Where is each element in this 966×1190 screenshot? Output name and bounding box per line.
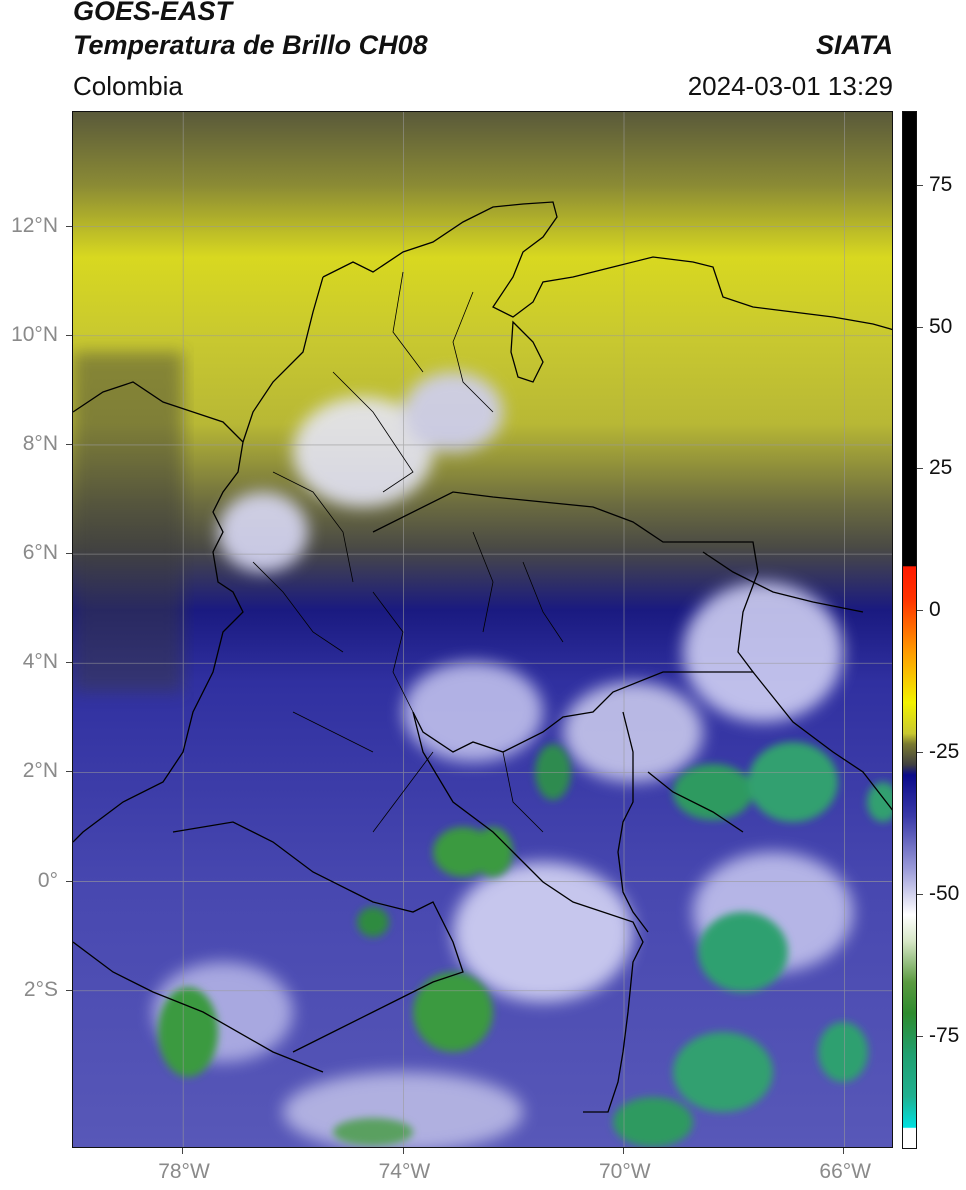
satellite-title: GOES-EAST — [73, 0, 233, 26]
gridlines — [73, 112, 892, 1147]
lon-tick-label: 70°W — [599, 1160, 651, 1183]
map-canvas — [73, 112, 892, 1147]
lat-tick-mark — [66, 553, 72, 555]
colorbar-tick-label: -75 — [929, 1023, 960, 1047]
colorbar-tick-mark — [917, 893, 923, 895]
colorbar-tick-mark — [917, 326, 923, 328]
lat-tick-mark — [66, 443, 72, 445]
lat-tick-label: 4°N — [22, 650, 58, 674]
satellite-map[interactable] — [72, 111, 893, 1148]
lon-tick-label: 74°W — [378, 1160, 431, 1183]
lat-tick-label: 12°N — [11, 213, 58, 237]
region-label: Colombia — [73, 71, 183, 101]
colorbar-gradient — [903, 112, 916, 1148]
datetime-label: 2024-03-01 13:29 — [687, 71, 893, 101]
lat-tick-mark — [66, 334, 72, 336]
colorbar-tick-mark — [917, 468, 923, 470]
lat-tick-label: 2°N — [22, 759, 58, 783]
lon-tick-mark — [402, 1148, 404, 1154]
colorbar-tick-mark — [917, 184, 923, 186]
lat-tick-label: 0° — [37, 868, 58, 892]
colorbar — [902, 111, 917, 1149]
colorbar-tick-label: 50 — [929, 314, 953, 338]
agency-label: SIATA — [816, 30, 893, 60]
lon-tick-mark — [843, 1148, 845, 1154]
lat-tick-mark — [66, 989, 72, 991]
lon-tick-mark — [182, 1148, 184, 1154]
colorbar-tick-label: 0 — [929, 598, 941, 622]
lat-tick-mark — [66, 880, 72, 882]
lon-tick-label: 78°W — [158, 1160, 210, 1183]
lon-tick-mark — [623, 1148, 624, 1154]
product-title: Temperatura de Brillo CH08 — [73, 30, 428, 60]
lat-tick-mark — [66, 225, 72, 227]
colorbar-tick-mark — [917, 1035, 923, 1037]
colorbar-tick-mark — [917, 610, 923, 612]
lon-tick-label: 66°W — [819, 1160, 871, 1183]
colorbar-tick-label: -25 — [929, 739, 960, 763]
lat-tick-label: 2°S — [23, 977, 58, 1001]
lat-tick-label: 8°N — [22, 431, 58, 455]
lat-tick-mark — [66, 771, 72, 773]
lat-tick-label: 10°N — [11, 322, 58, 346]
colorbar-tick-label: 25 — [929, 456, 953, 480]
colorbar-tick-label: -50 — [929, 881, 960, 905]
lat-tick-mark — [66, 662, 72, 664]
colorbar-tick-mark — [917, 751, 923, 753]
colorbar-tick-label: 75 — [929, 172, 953, 196]
lat-tick-label: 6°N — [22, 541, 58, 565]
